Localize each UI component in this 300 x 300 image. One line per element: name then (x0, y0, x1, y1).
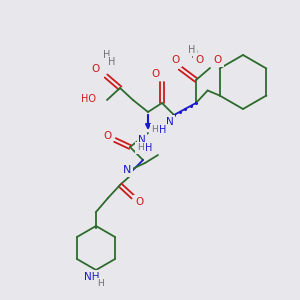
Text: O: O (151, 69, 159, 79)
Text: N: N (166, 117, 174, 127)
Text: O: O (92, 64, 100, 74)
Text: O: O (103, 131, 111, 141)
Text: H: H (108, 57, 116, 67)
Text: H: H (152, 125, 158, 134)
Text: H: H (97, 280, 104, 289)
Text: HO: HO (81, 94, 96, 104)
Text: H: H (159, 125, 167, 135)
Text: H: H (188, 45, 196, 55)
Text: H: H (145, 143, 153, 153)
Text: H: H (103, 50, 111, 60)
Text: H: H (191, 50, 199, 60)
Text: H: H (136, 143, 143, 152)
Text: N: N (138, 135, 146, 145)
Text: NH: NH (84, 272, 100, 282)
Text: N: N (123, 165, 131, 175)
Text: O: O (214, 55, 222, 65)
Text: O: O (172, 55, 180, 65)
Text: O: O (196, 55, 204, 65)
Text: O: O (135, 197, 143, 207)
